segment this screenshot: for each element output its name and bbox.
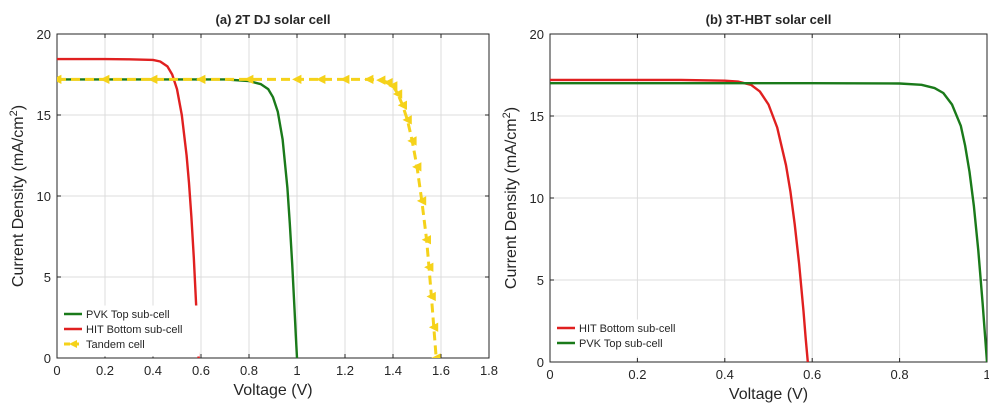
- series-marker: [431, 353, 441, 358]
- y-tick-label: 20: [37, 27, 51, 42]
- x-tick-label: 1: [293, 363, 300, 378]
- series-marker: [421, 235, 431, 245]
- chart-title: (a) 2T DJ solar cell: [216, 12, 331, 27]
- x-axis-label: Voltage (V): [233, 382, 312, 399]
- y-axis-label-main: Current Density (mA/cm: [10, 116, 27, 287]
- series-marker: [416, 196, 427, 206]
- chart-panel-a: 0 0.2 0.4 0.6 0.8 1 1.2 1.4 1.6 1.8 0 5 10 15 20 (a) 2T…: [8, 12, 498, 399]
- x-tick-label: 0.8: [891, 367, 909, 382]
- y-tick-label: 5: [537, 273, 544, 288]
- y-tick-label: 10: [530, 191, 544, 206]
- series-marker: [428, 322, 439, 332]
- legend-label: Tandem cell: [86, 339, 145, 351]
- legend-label: HIT Bottom sub-cell: [86, 324, 182, 336]
- legend-box: [59, 305, 200, 357]
- chart-title: (b) 3T-HBT solar cell: [706, 12, 832, 27]
- series-marker: [412, 162, 422, 172]
- legend-marker: [69, 340, 77, 348]
- y-tick-label: 20: [530, 27, 544, 42]
- x-tick-label: 1: [983, 367, 989, 382]
- legend-box: [552, 319, 677, 357]
- series-marker: [292, 74, 302, 85]
- series-line-pvk-top-sub-cell: [550, 82, 987, 362]
- x-tick-label: 0.2: [628, 367, 646, 382]
- x-tick-label: 1.4: [384, 363, 402, 378]
- y-tick-label: 0: [44, 351, 51, 366]
- series-marker: [388, 81, 398, 91]
- series-marker: [402, 115, 412, 125]
- series-marker: [100, 74, 110, 85]
- legend-label: PVK Top sub-cell: [86, 309, 170, 321]
- series-marker: [57, 74, 62, 85]
- x-tick-label: 0: [546, 367, 553, 382]
- x-tick-label: 0: [53, 363, 60, 378]
- x-tick-label: 0.4: [144, 363, 162, 378]
- series-marker: [392, 89, 403, 99]
- legend: PVK Top sub-cell HIT Bottom sub-cell Tande…: [59, 305, 200, 357]
- y-axis-label: Current Density (mA/cm2): [501, 107, 520, 289]
- series-marker: [148, 74, 158, 85]
- x-tick-label: 1.2: [336, 363, 354, 378]
- series-marker: [407, 136, 417, 146]
- y-axis-label-main: Current Density (mA/cm: [503, 118, 520, 289]
- series-line-hit-bottom-sub-cell: [550, 78, 809, 362]
- series-marker: [397, 100, 407, 110]
- series-group: [57, 57, 441, 358]
- legend-label: HIT Bottom sub-cell: [579, 323, 675, 335]
- series-marker: [316, 74, 326, 85]
- series-marker: [426, 291, 436, 302]
- series-marker: [376, 75, 386, 85]
- x-tick-label: 0.4: [716, 367, 734, 382]
- y-axis-label-sup: 2: [8, 110, 20, 116]
- legend: HIT Bottom sub-cell PVK Top sub-cell: [552, 319, 677, 357]
- series-marker: [196, 74, 206, 85]
- legend-label: PVK Top sub-cell: [579, 338, 663, 350]
- series-marker: [383, 77, 393, 88]
- series-marker: [244, 74, 254, 85]
- series-line-hit-bottom-sub-cell: [57, 57, 200, 358]
- x-tick-label: 0.8: [240, 363, 258, 378]
- y-tick-label: 0: [537, 355, 544, 370]
- series-marker: [424, 262, 434, 272]
- series-marker: [364, 74, 374, 85]
- x-tick-label: 0.6: [192, 363, 210, 378]
- y-tick-label: 10: [37, 189, 51, 204]
- series-marker: [340, 74, 350, 85]
- x-tick-label: 1.6: [432, 363, 450, 378]
- series-group: [550, 78, 987, 362]
- y-tick-label: 15: [37, 108, 51, 123]
- y-axis-label-tail: ): [10, 105, 27, 110]
- y-tick-label: 5: [44, 270, 51, 285]
- x-axis-label: Voltage (V): [729, 386, 808, 403]
- y-axis-label-tail: ): [503, 107, 520, 112]
- y-tick-label: 15: [530, 109, 544, 124]
- y-axis-label: Current Density (mA/cm2): [8, 105, 27, 287]
- y-axis-label-sup: 2: [501, 112, 513, 118]
- x-tick-label: 0.2: [96, 363, 114, 378]
- x-tick-label: 0.6: [803, 367, 821, 382]
- x-tick-label: 1.8: [480, 363, 498, 378]
